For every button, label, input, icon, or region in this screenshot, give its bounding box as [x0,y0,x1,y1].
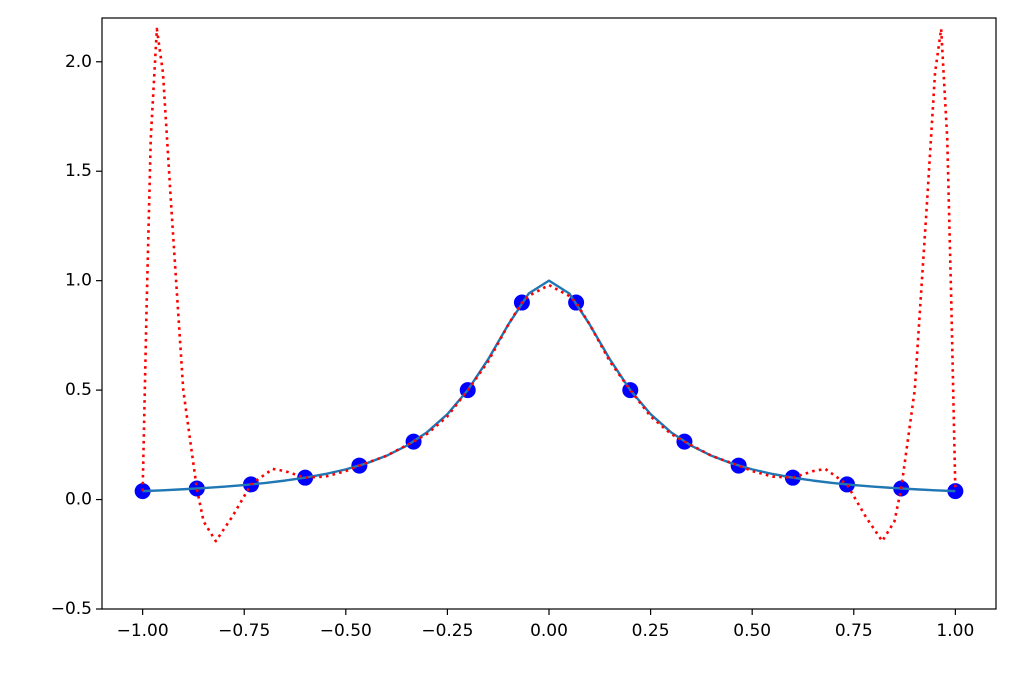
plot-area [134,27,964,543]
y-tick-label: 2.0 [65,52,92,72]
y-tick-label: 0.0 [65,490,92,510]
x-tick-label: 0.00 [530,621,568,641]
y-tick-label: 0.5 [65,380,92,400]
line [142,279,956,493]
x-tick-label: 0.50 [733,621,771,641]
x-tick-label: −1.00 [117,621,169,641]
dotted-line [141,27,957,543]
y-tick-label: 1.5 [65,161,92,181]
y-tick-label: 1.0 [65,271,92,291]
axes-frame [101,17,997,610]
x-tick-label: 1.00 [936,621,974,641]
x-tick-label: 0.25 [632,621,670,641]
x-tick-label: 0.75 [835,621,873,641]
x-tick-label: −0.75 [218,621,270,641]
x-tick-label: −0.50 [320,621,372,641]
y-tick-label: −0.5 [51,599,92,619]
x-tick-label: −0.25 [421,621,473,641]
